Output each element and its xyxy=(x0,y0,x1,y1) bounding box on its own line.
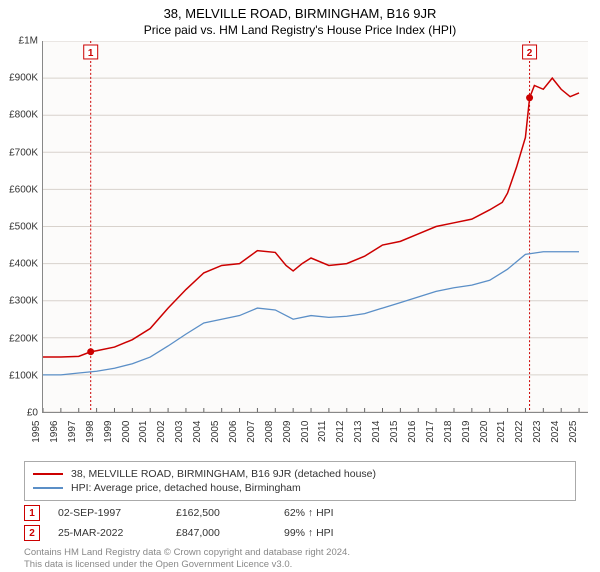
x-tick-label: 2003 xyxy=(174,421,185,443)
y-tick-label: £1M xyxy=(19,36,38,47)
x-tick-label: 2014 xyxy=(371,421,382,443)
y-tick-label: £800K xyxy=(9,110,38,121)
x-tick-label: 2020 xyxy=(479,421,490,443)
svg-text:1: 1 xyxy=(88,48,94,59)
y-tick-label: £300K xyxy=(9,296,38,307)
x-tick-label: 2013 xyxy=(353,421,364,443)
chart-plot-area: £0£100K£200K£300K£400K£500K£600K£700K£80… xyxy=(42,41,588,413)
sale-point-price: £162,500 xyxy=(176,507,266,519)
y-tick-label: £500K xyxy=(9,222,38,233)
sale-point-date: 02-SEP-1997 xyxy=(58,507,158,519)
sale-point-relhpi: 99% ↑ HPI xyxy=(284,527,334,539)
x-tick-label: 1997 xyxy=(67,421,78,443)
sale-point-row: 1 02-SEP-1997 £162,500 62% ↑ HPI xyxy=(24,505,576,521)
legend-item: 38, MELVILLE ROAD, BIRMINGHAM, B16 9JR (… xyxy=(33,468,567,480)
x-tick-label: 2011 xyxy=(317,421,328,443)
chart-container: 38, MELVILLE ROAD, BIRMINGHAM, B16 9JR P… xyxy=(0,6,600,566)
x-tick-label: 2023 xyxy=(532,421,543,443)
sale-point-relhpi: 62% ↑ HPI xyxy=(284,507,334,519)
chart-subtitle: Price paid vs. HM Land Registry's House … xyxy=(0,23,600,37)
x-tick-label: 2012 xyxy=(335,421,346,443)
sale-point-badge: 1 xyxy=(24,505,40,521)
legend: 38, MELVILLE ROAD, BIRMINGHAM, B16 9JR (… xyxy=(24,461,576,501)
x-tick-label: 2002 xyxy=(156,421,167,443)
x-tick-label: 1998 xyxy=(85,421,96,443)
y-tick-label: £900K xyxy=(9,73,38,84)
y-tick-label: £200K xyxy=(9,333,38,344)
x-tick-label: 2025 xyxy=(568,421,579,443)
sale-point-date: 25-MAR-2022 xyxy=(58,527,158,539)
x-tick-label: 2015 xyxy=(389,421,400,443)
sale-points: 1 02-SEP-1997 £162,500 62% ↑ HPI 2 25-MAR-202… xyxy=(24,505,576,541)
legend-item: HPI: Average price, detached house, Birm… xyxy=(33,482,567,494)
footer-line-1: Contains HM Land Registry data © Crown c… xyxy=(24,547,576,559)
legend-swatch xyxy=(33,487,63,489)
x-tick-label: 2022 xyxy=(514,421,525,443)
x-tick-label: 2008 xyxy=(264,421,275,443)
x-tick-label: 2007 xyxy=(246,421,257,443)
sale-point-row: 2 25-MAR-2022 £847,000 99% ↑ HPI xyxy=(24,525,576,541)
x-tick-label: 2006 xyxy=(228,421,239,443)
y-tick-label: £400K xyxy=(9,259,38,270)
x-tick-label: 2005 xyxy=(210,421,221,443)
x-tick-label: 2017 xyxy=(425,421,436,443)
chart-title: 38, MELVILLE ROAD, BIRMINGHAM, B16 9JR xyxy=(0,6,600,21)
x-tick-label: 2001 xyxy=(138,421,149,443)
x-tick-label: 2018 xyxy=(443,421,454,443)
y-tick-label: £100K xyxy=(9,370,38,381)
y-tick-label: £700K xyxy=(9,147,38,158)
x-tick-label: 2016 xyxy=(407,421,418,443)
x-tick-label: 2021 xyxy=(496,421,507,443)
x-tick-label: 2019 xyxy=(461,421,472,443)
y-axis-labels: £0£100K£200K£300K£400K£500K£600K£700K£80… xyxy=(0,41,40,413)
x-tick-label: 1995 xyxy=(31,421,42,443)
x-tick-label: 2010 xyxy=(300,421,311,443)
footer: Contains HM Land Registry data © Crown c… xyxy=(24,547,576,572)
y-tick-label: £0 xyxy=(27,408,38,419)
svg-text:2: 2 xyxy=(527,48,533,59)
line-chart-svg: 12 xyxy=(42,41,588,413)
sale-point-price: £847,000 xyxy=(176,527,266,539)
legend-label: HPI: Average price, detached house, Birm… xyxy=(71,482,301,494)
x-tick-label: 2000 xyxy=(121,421,132,443)
x-tick-label: 2024 xyxy=(550,421,561,443)
x-tick-label: 1999 xyxy=(103,421,114,443)
footer-line-2: This data is licensed under the Open Gov… xyxy=(24,559,576,571)
x-tick-label: 2004 xyxy=(192,421,203,443)
sale-point-badge: 2 xyxy=(24,525,40,541)
legend-swatch xyxy=(33,473,63,475)
x-axis-labels: 1995199619971998199920002001200220032004… xyxy=(42,413,588,457)
x-tick-label: 2009 xyxy=(282,421,293,443)
x-tick-label: 1996 xyxy=(49,421,60,443)
y-tick-label: £600K xyxy=(9,184,38,195)
legend-label: 38, MELVILLE ROAD, BIRMINGHAM, B16 9JR (… xyxy=(71,468,376,480)
